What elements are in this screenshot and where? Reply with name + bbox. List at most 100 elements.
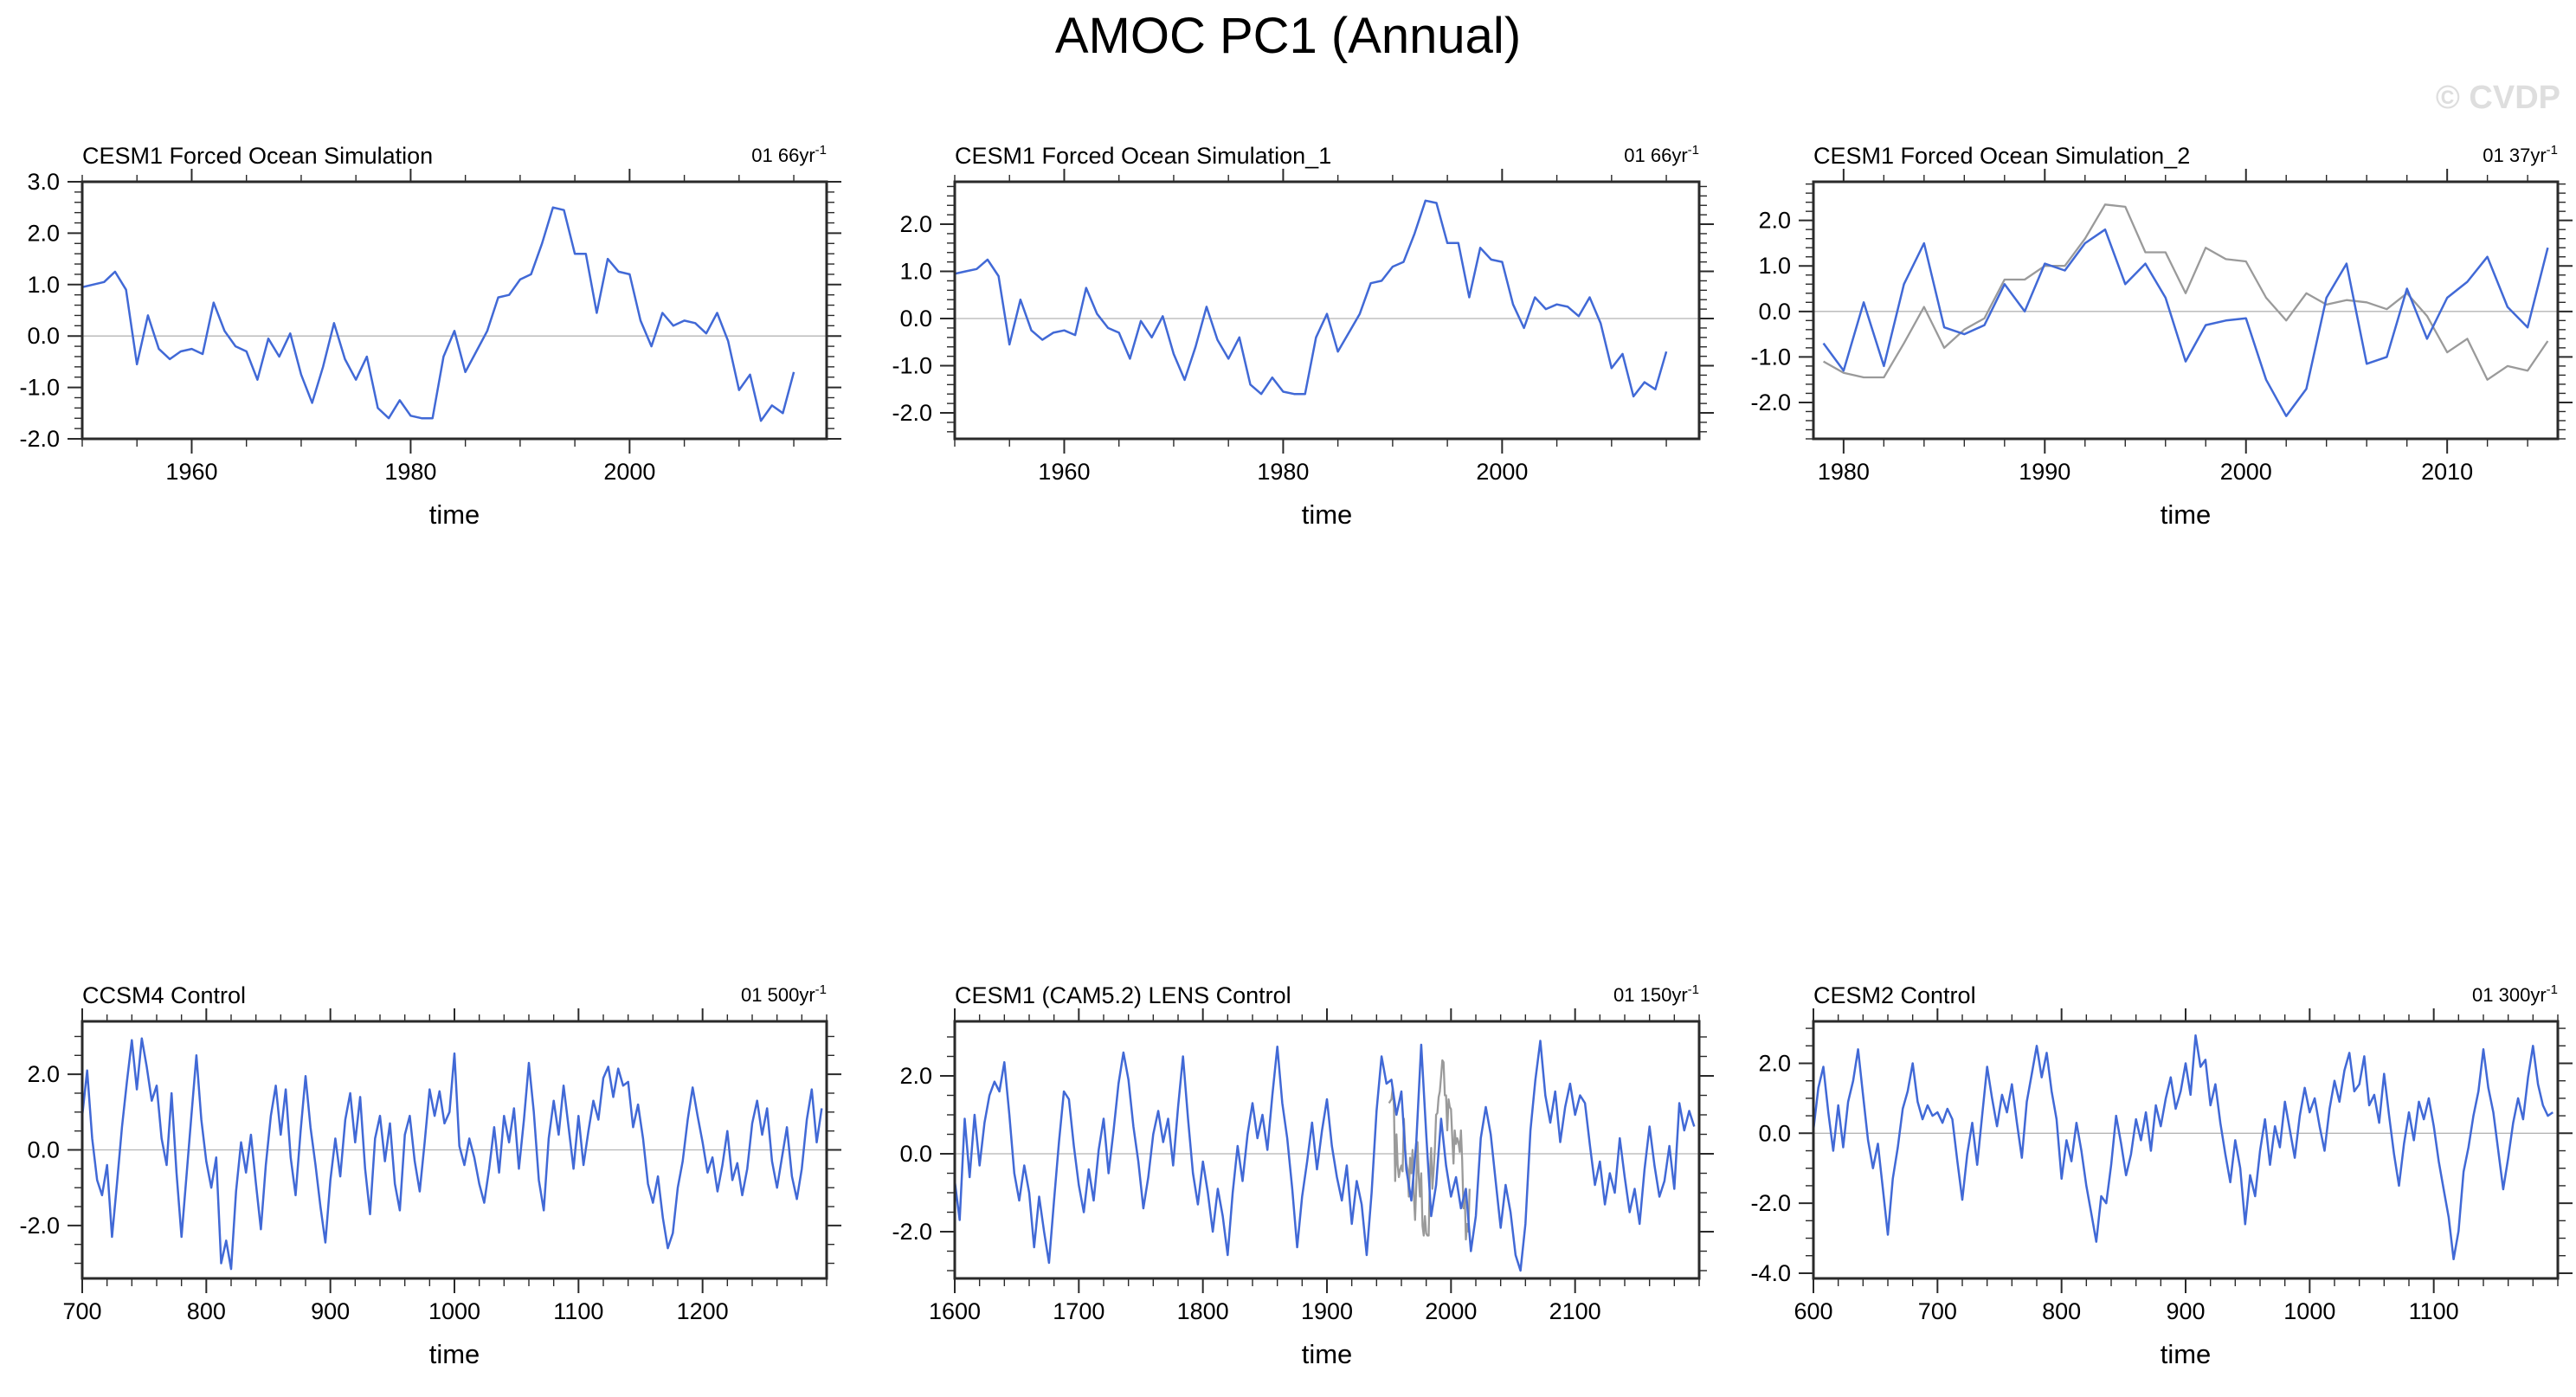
y-tick-label: -1.0	[892, 353, 932, 379]
panel-2: CESM1 Forced Ocean Simulation_1 01 66yr-1…	[873, 127, 1717, 534]
plot-frame	[80, 180, 828, 441]
series-blue	[1813, 1033, 2554, 1261]
axis-ticks	[1799, 169, 2573, 454]
x-tick-label: 1600	[929, 1298, 981, 1324]
plot-frame	[1812, 1020, 2560, 1280]
series-blue	[955, 199, 1668, 398]
x-tick-label: 2100	[1549, 1298, 1601, 1324]
plot-frame	[953, 180, 1701, 441]
panel-title: CESM1 (CAM5.2) LENS Control	[955, 982, 1291, 1008]
panel-scale-label: 01 300yr-1	[2472, 982, 2558, 1006]
y-tick-label: 1.0	[899, 259, 932, 285]
y-tick-label: 2.0	[1758, 208, 1791, 234]
cvdp-watermark: © CVDP	[2435, 80, 2560, 116]
x-tick-label: 600	[1794, 1298, 1832, 1324]
x-axis-label: time	[2161, 1339, 2212, 1369]
y-tick-label: -2.0	[1750, 1190, 1791, 1216]
y-tick-label: 0.0	[27, 1137, 60, 1163]
x-tick-label: 1000	[428, 1298, 480, 1324]
x-tick-label: 700	[62, 1298, 101, 1324]
panel-plot-1: CESM1 Forced Ocean Simulation 01 66yr-1 19…	[19, 143, 841, 530]
y-tick-label: -2.0	[892, 400, 932, 426]
series-blue	[82, 206, 795, 422]
y-tick-label: 2.0	[1758, 1050, 1791, 1076]
y-tick-label: 2.0	[27, 220, 60, 246]
x-tick-label: 700	[1918, 1298, 1957, 1324]
x-tick-label: 1960	[165, 459, 217, 485]
panel-plot-4: CCSM4 Control 01 500yr-1 700 800 900 1000 1100…	[19, 982, 841, 1369]
series-blue	[955, 1040, 1696, 1272]
panel-title: CESM1 Forced Ocean Simulation_1	[955, 143, 1331, 169]
axis-ticks	[68, 169, 841, 454]
x-tick-label: 800	[2042, 1298, 2081, 1324]
y-tick-label: 0.0	[899, 306, 932, 332]
y-tick-label: -2.0	[892, 1219, 932, 1245]
y-tick-label: -4.0	[1750, 1260, 1791, 1286]
x-tick-label: 1100	[2409, 1298, 2459, 1324]
x-tick-label: 1100	[553, 1298, 603, 1324]
y-tick-label: -1.0	[19, 375, 60, 401]
x-axis-label: time	[2161, 499, 2212, 530]
x-axis-label: time	[1302, 499, 1353, 530]
y-tick-label: 1.0	[27, 272, 60, 298]
x-tick-label: 1980	[384, 459, 436, 485]
x-tick-label: 800	[187, 1298, 226, 1324]
x-tick-label: 1200	[677, 1298, 729, 1324]
y-tick-label: 2.0	[899, 211, 932, 237]
panel-scale-label: 01 150yr-1	[1613, 982, 1699, 1006]
panel-title: CCSM4 Control	[82, 982, 246, 1008]
x-axis-label: time	[429, 1339, 480, 1369]
y-tick-label: -2.0	[19, 426, 60, 452]
plot-frame	[953, 1020, 1701, 1280]
y-tick-label: 2.0	[899, 1063, 932, 1089]
panel-plot-3: CESM1 Forced Ocean Simulation_2 01 37yr-1…	[1750, 143, 2573, 530]
y-tick-label: -2.0	[1750, 389, 1791, 415]
y-tick-label: 0.0	[1758, 299, 1791, 325]
series-blue	[1822, 228, 2549, 417]
x-tick-label: 1990	[2019, 459, 2070, 485]
panel-plot-6: CESM2 Control 01 300yr-1 600 700 800 900 1000 1…	[1750, 982, 2573, 1369]
y-tick-label: -1.0	[1750, 344, 1791, 370]
axis-ticks	[68, 1008, 841, 1293]
y-tick-label: 0.0	[27, 323, 60, 349]
panel-plot-2: CESM1 Forced Ocean Simulation_1 01 66yr-1…	[892, 143, 1714, 530]
series-gray	[1388, 1059, 1471, 1241]
panel-scale-label: 01 66yr-1	[1624, 143, 1699, 166]
x-tick-label: 2000	[1425, 1298, 1477, 1324]
panel-3: CESM1 Forced Ocean Simulation_2 01 37yr-1…	[1731, 127, 2576, 534]
series-gray	[1823, 203, 2549, 381]
x-tick-label: 2000	[603, 459, 655, 485]
panel-scale-label: 01 500yr-1	[741, 982, 827, 1006]
panel-title: CESM1 Forced Ocean Simulation_2	[1813, 143, 2190, 169]
y-tick-label: -2.0	[19, 1213, 60, 1239]
y-tick-label: 0.0	[1758, 1120, 1791, 1146]
x-axis-label: time	[1302, 1339, 1353, 1369]
axis-ticks	[940, 1008, 1714, 1293]
panel-4: CCSM4 Control 01 500yr-1 700 800 900 1000 1100…	[0, 967, 845, 1374]
y-tick-label: 2.0	[27, 1061, 60, 1087]
axis-ticks	[1799, 1008, 2573, 1293]
x-tick-label: 1980	[1818, 459, 1870, 485]
plot-frame	[1812, 180, 2560, 441]
y-tick-label: 3.0	[27, 169, 60, 195]
panel-scale-label: 01 37yr-1	[2483, 143, 2558, 166]
x-tick-label: 900	[311, 1298, 350, 1324]
x-tick-label: 1980	[1257, 459, 1309, 485]
panel-title: CESM2 Control	[1813, 982, 1976, 1008]
x-tick-label: 900	[2166, 1298, 2205, 1324]
x-tick-label: 2010	[2421, 459, 2473, 485]
panel-5: CESM1 (CAM5.2) LENS Control 01 150yr-1 160…	[873, 967, 1717, 1374]
series-blue	[82, 1037, 823, 1271]
y-tick-label: 1.0	[1758, 253, 1791, 279]
y-tick-label: 0.0	[899, 1141, 932, 1167]
panel-scale-label: 01 66yr-1	[751, 143, 827, 166]
x-axis-label: time	[429, 499, 480, 530]
panel-6: CESM2 Control 01 300yr-1 600 700 800 900 1000 1…	[1731, 967, 2576, 1374]
panel-plot-5: CESM1 (CAM5.2) LENS Control 01 150yr-1 160…	[892, 982, 1714, 1369]
x-tick-label: 1700	[1053, 1298, 1104, 1324]
x-tick-label: 2000	[1476, 459, 1528, 485]
x-tick-label: 1900	[1301, 1298, 1353, 1324]
x-tick-label: 2000	[2220, 459, 2272, 485]
x-tick-label: 1800	[1177, 1298, 1229, 1324]
panel-1: CESM1 Forced Ocean Simulation 01 66yr-1 19…	[0, 127, 845, 534]
